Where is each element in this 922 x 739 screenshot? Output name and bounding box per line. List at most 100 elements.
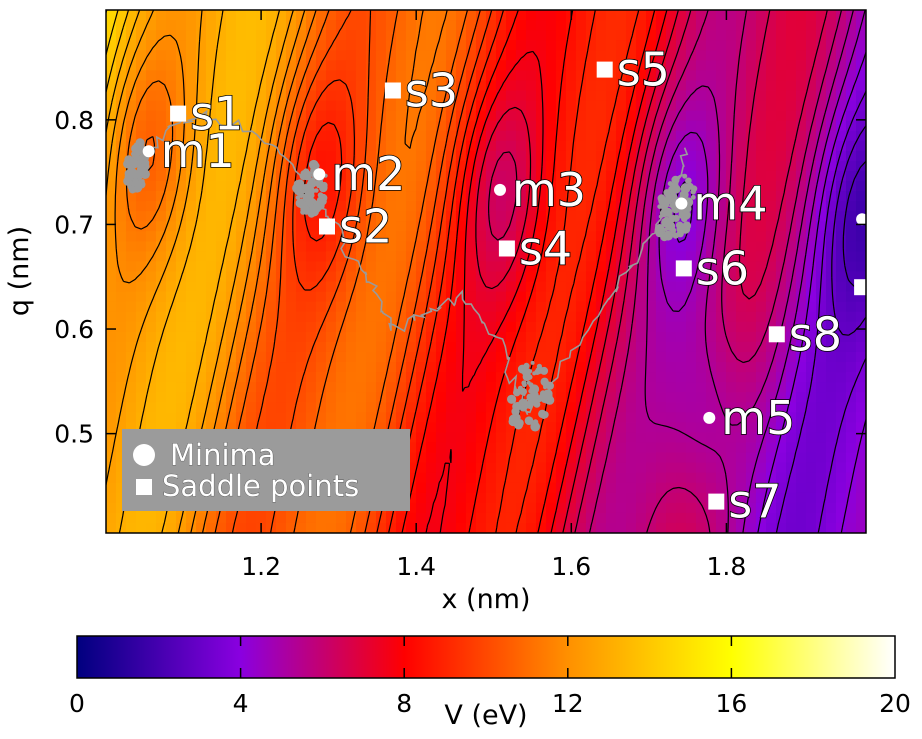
heat-cell [316, 362, 327, 373]
heat-cell [446, 50, 457, 61]
heat-cell [126, 251, 137, 263]
heat-cell [436, 331, 447, 343]
heat-cell [626, 170, 637, 182]
heat-cell [706, 402, 717, 413]
heat-cell [416, 221, 427, 232]
heat-cell [106, 170, 117, 182]
heat-cell [836, 201, 847, 212]
heat-cell [626, 180, 637, 192]
heat-cell [106, 180, 117, 192]
heat-cell [166, 180, 177, 192]
heat-cell [856, 100, 866, 112]
heat-cell [416, 412, 427, 423]
heat-cell [396, 331, 407, 343]
heat-cell [446, 271, 457, 283]
heat-cell [576, 201, 587, 212]
heat-cell [756, 191, 767, 202]
heat-cell [326, 10, 337, 21]
trajectory-sample [312, 162, 320, 170]
heat-cell [476, 452, 487, 464]
heat-cell [136, 422, 147, 434]
heat-cell [186, 231, 197, 242]
heat-cell [616, 231, 627, 242]
heat-cell [386, 150, 397, 162]
heat-cell [426, 502, 437, 514]
heat-cell [846, 201, 857, 212]
heat-cell [456, 392, 467, 403]
heat-cell [676, 281, 687, 293]
heat-cell [236, 221, 247, 232]
saddle-marker [498, 240, 515, 257]
heat-cell [346, 40, 357, 51]
heat-cell [776, 90, 787, 102]
heat-cell [756, 281, 767, 293]
heat-cell [496, 362, 507, 373]
heat-cell [476, 382, 487, 393]
heat-cell [206, 60, 217, 71]
heat-cell [126, 70, 137, 82]
heat-cell [846, 432, 857, 444]
heat-cell [196, 150, 207, 162]
heat-cell [476, 412, 487, 423]
heat-cell [756, 80, 767, 92]
heat-cell [746, 241, 757, 252]
heat-cell [286, 90, 297, 102]
heat-cell [766, 130, 777, 142]
heat-cell [466, 50, 477, 61]
heat-cell [346, 341, 357, 353]
heat-cell [326, 60, 337, 71]
heat-cell [666, 362, 677, 373]
heat-cell [716, 221, 727, 232]
heat-cell [166, 221, 177, 232]
heat-cell [846, 442, 857, 454]
heat-cell [446, 331, 457, 343]
heat-cell [456, 90, 467, 102]
heat-cell [646, 321, 657, 333]
heat-cell [516, 482, 527, 494]
heat-cell [606, 522, 617, 533]
heat-cell [516, 70, 527, 82]
heat-cell [416, 422, 427, 434]
heat-cell [276, 10, 287, 21]
heat-cell [616, 331, 627, 343]
heat-cell [666, 311, 677, 323]
heat-cell [566, 170, 577, 182]
heat-cell [286, 412, 297, 423]
heat-cell [246, 201, 257, 212]
heat-cell [346, 402, 357, 413]
heat-cell [586, 150, 597, 162]
heat-cell [556, 211, 567, 222]
heat-cell [716, 90, 727, 102]
colorbar-tick-label: 4 [233, 689, 249, 718]
heat-cell [406, 331, 417, 343]
heat-cell [386, 341, 397, 353]
heat-cell [266, 170, 277, 182]
heat-cell [316, 522, 327, 533]
heat-cell [376, 402, 387, 413]
heat-cell [376, 191, 387, 202]
heat-cell [566, 422, 577, 434]
heat-cell [656, 351, 667, 363]
heat-cell [856, 150, 866, 162]
heat-cell [776, 40, 787, 51]
heat-cell [336, 241, 347, 252]
heat-cell [556, 402, 567, 413]
heat-cell [626, 70, 637, 82]
heat-cell [846, 80, 857, 92]
heat-cell [386, 382, 397, 393]
heat-cell [286, 20, 297, 31]
saddle-marker [170, 105, 187, 122]
heat-cell [346, 221, 357, 232]
heat-cell [416, 432, 427, 444]
heat-cell [426, 110, 437, 122]
heat-cell [266, 10, 277, 21]
heat-cell [776, 170, 787, 182]
heat-cell [476, 261, 487, 273]
heat-cell [786, 70, 797, 82]
heat-cell [156, 180, 167, 192]
heat-cell [836, 452, 847, 464]
heat-cell [836, 70, 847, 82]
heat-cell [216, 10, 227, 21]
trajectory-sample [519, 388, 528, 396]
heat-cell [856, 120, 866, 132]
